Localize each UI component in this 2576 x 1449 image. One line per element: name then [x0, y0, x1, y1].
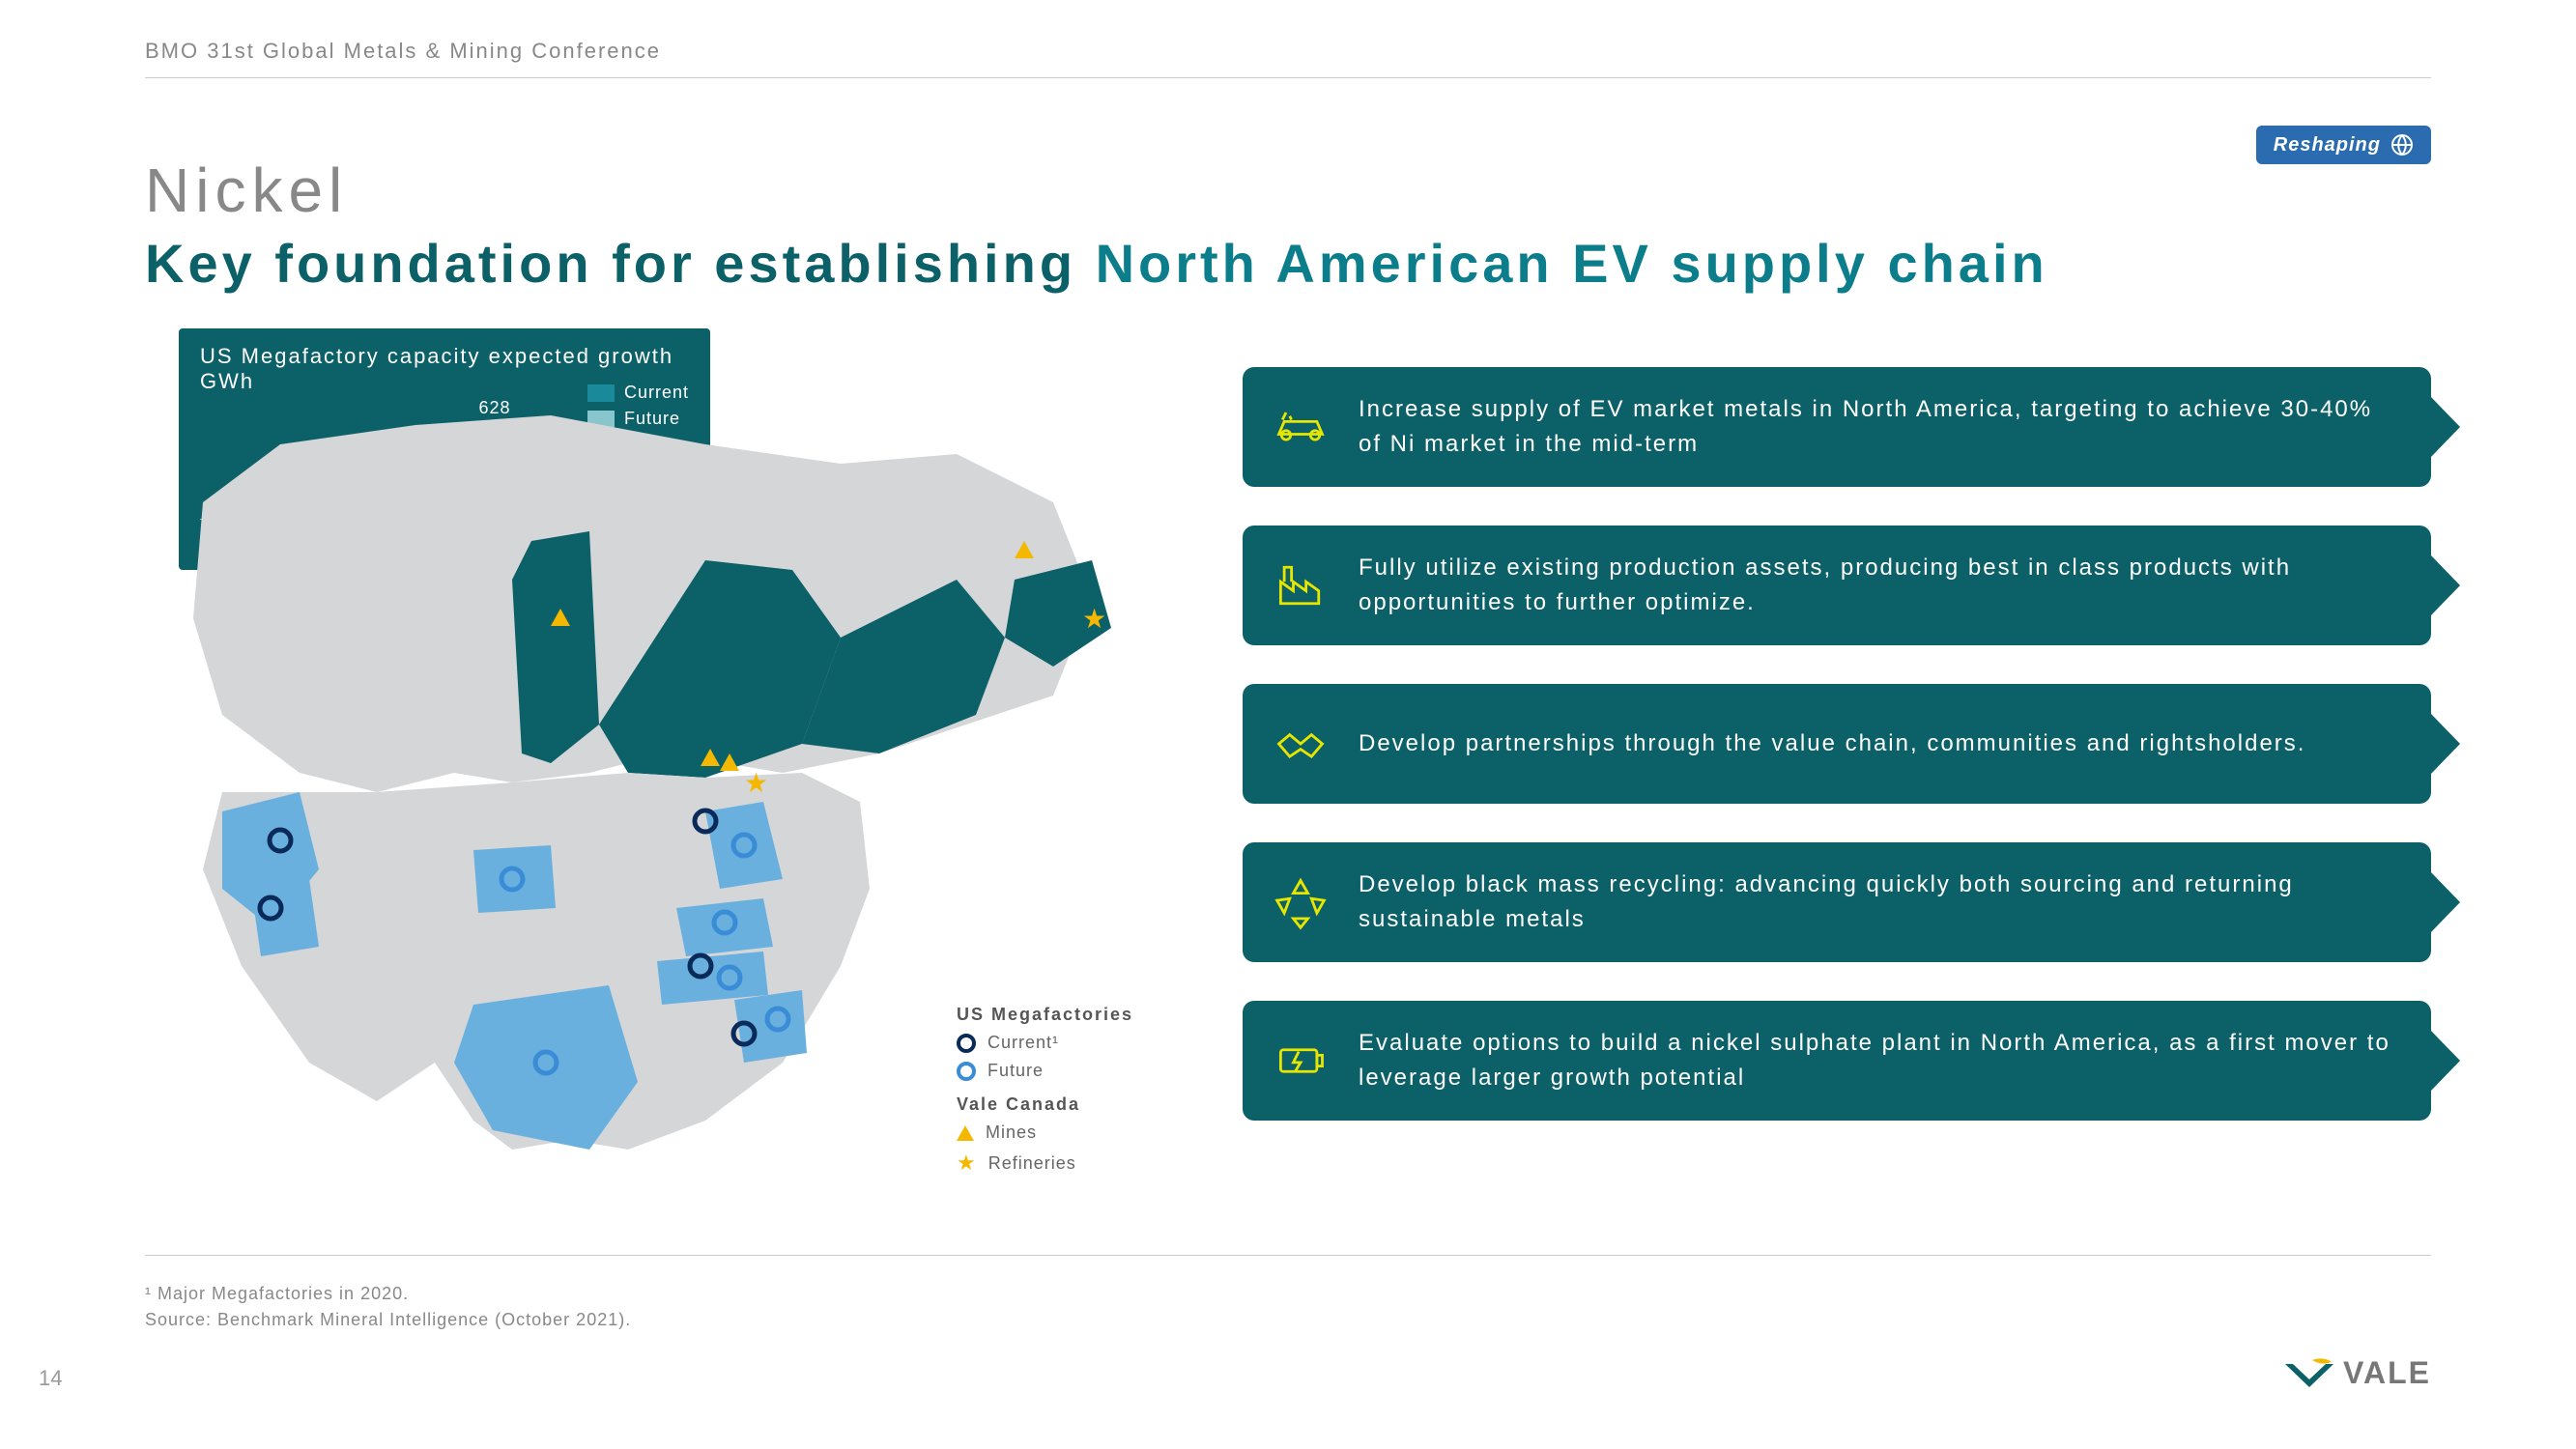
legend-mines: Mines	[986, 1122, 1037, 1143]
banner-text: Fully utilize existing production assets…	[1359, 551, 2392, 620]
vale-logo-text: VALE	[2343, 1355, 2431, 1391]
key-points: Increase supply of EV market metals in N…	[1243, 367, 2431, 1121]
ring-dark-icon	[957, 1034, 976, 1053]
legend-future: Future	[987, 1061, 1044, 1081]
footer-rule	[145, 1255, 2431, 1256]
legend-current: Current¹	[987, 1033, 1059, 1053]
battery-icon	[1272, 1032, 1330, 1090]
svg-text:★: ★	[744, 768, 768, 798]
svg-text:★: ★	[1082, 604, 1106, 634]
vale-logo: VALE	[2285, 1355, 2431, 1391]
slide-subtitle: Nickel	[145, 155, 348, 226]
footnote-2: Source: Benchmark Mineral Intelligence (…	[145, 1307, 631, 1333]
legend-us-header: US Megafactories	[957, 1005, 1133, 1025]
badge-text: Reshaping	[2274, 134, 2381, 156]
header-conference: BMO 31st Global Metals & Mining Conferen…	[145, 39, 661, 64]
globe-icon	[2390, 133, 2414, 156]
recycle-icon	[1272, 873, 1330, 931]
banner-recycling: Develop black mass recycling: advancing …	[1243, 842, 2431, 962]
star-icon: ★	[957, 1151, 977, 1176]
banner-text: Develop partnerships through the value c…	[1359, 726, 2305, 761]
map-legend: US Megafactories Current¹ Future Vale Ca…	[957, 1005, 1133, 1183]
title-part-a: Key foundation for establishing	[145, 233, 1096, 294]
vale-logo-icon	[2285, 1356, 2333, 1391]
header-rule	[145, 77, 2431, 78]
handshake-icon	[1272, 715, 1330, 773]
banner-text: Evaluate options to build a nickel sulph…	[1359, 1026, 2392, 1095]
banner-partnerships: Develop partnerships through the value c…	[1243, 684, 2431, 804]
banner-sulphate-plant: Evaluate options to build a nickel sulph…	[1243, 1001, 2431, 1121]
banner-assets: Fully utilize existing production assets…	[1243, 526, 2431, 645]
footnotes: ¹ Major Megafactories in 2020. Source: B…	[145, 1281, 631, 1333]
banner-supply: Increase supply of EV market metals in N…	[1243, 367, 2431, 487]
ring-blue-icon	[957, 1062, 976, 1081]
banner-text: Develop black mass recycling: advancing …	[1359, 867, 2392, 937]
legend-vale-header: Vale Canada	[957, 1094, 1133, 1115]
triangle-icon	[957, 1125, 974, 1141]
title-part-b: North American EV supply chain	[1096, 233, 2048, 294]
reshaping-badge: Reshaping	[2256, 126, 2431, 164]
factory-icon	[1272, 556, 1330, 614]
slide-title: Key foundation for establishing North Am…	[145, 232, 2048, 295]
ev-car-icon	[1272, 398, 1330, 456]
page-number: 14	[39, 1366, 62, 1391]
chart-title: US Megafactory capacity expected growth	[200, 344, 689, 369]
footnote-1: ¹ Major Megafactories in 2020.	[145, 1281, 631, 1307]
banner-text: Increase supply of EV market metals in N…	[1359, 392, 2392, 462]
legend-refineries: Refineries	[988, 1153, 1076, 1174]
